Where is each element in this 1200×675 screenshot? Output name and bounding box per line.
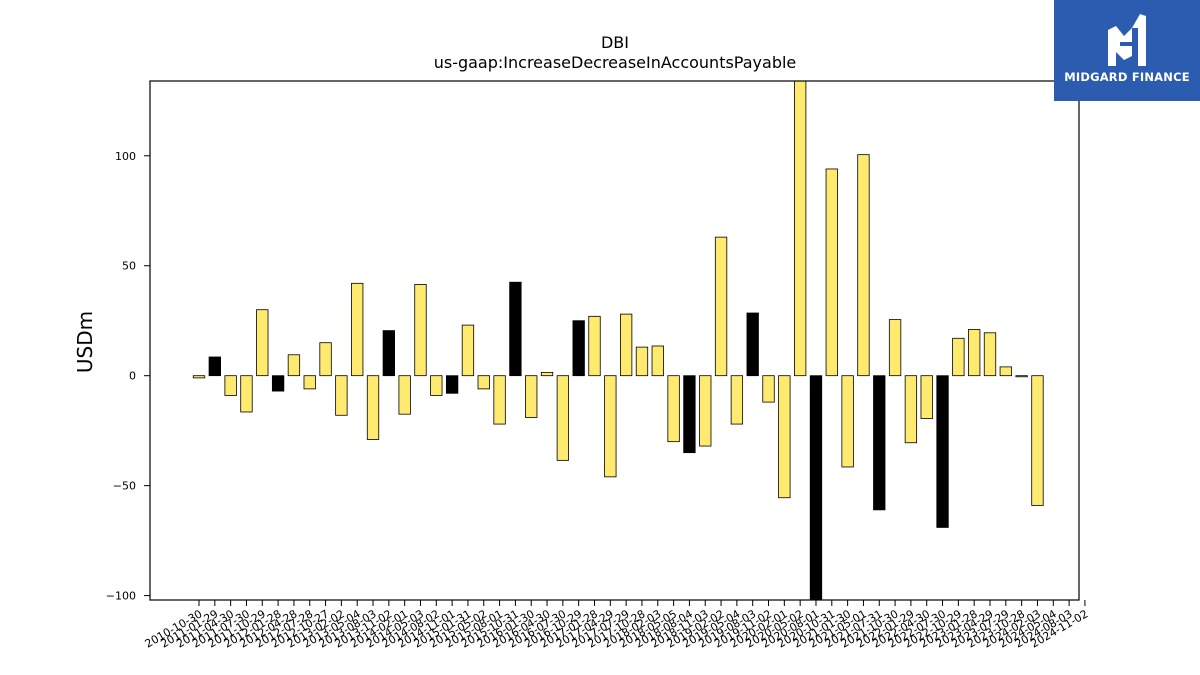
bar [414,284,427,377]
bar [351,282,364,377]
bar [572,320,585,377]
bar [841,375,854,468]
bar [287,354,301,377]
chart-title: DBI [601,33,629,52]
bar [366,375,380,440]
bar [445,375,459,394]
bar [651,345,664,377]
bar [952,337,965,377]
logo-text: MIDGARD FINANCE [1064,70,1190,84]
plot-frame [149,80,1080,601]
bar [1031,375,1044,506]
bar [746,312,759,377]
bar [968,329,981,377]
bar [588,315,601,377]
bar [461,324,475,377]
bar [778,375,791,499]
bar [1015,375,1028,378]
bar [983,332,997,377]
bar [398,375,411,415]
bar [809,375,823,601]
y-tick-label: −50 [113,480,136,493]
y-tick-label: 0 [129,370,136,383]
bar [493,375,506,425]
bar [888,319,902,377]
bar [556,375,570,461]
bar [714,236,728,377]
bar [224,375,237,396]
bar [335,375,348,416]
bar [904,375,918,444]
bar [509,281,522,377]
bar [256,309,269,377]
bar [430,375,443,396]
bar [525,375,538,418]
y-tick-label: 100 [115,150,136,163]
bar [936,375,949,528]
x-axis-ticks: 2010-10-302011-01-292011-04-302011-07-30… [143,600,1090,651]
y-tick-label: −100 [106,590,136,603]
bar [303,375,316,390]
bar [794,80,807,377]
bar [271,375,285,392]
bar [730,375,744,425]
bar [857,154,870,377]
midgard-finance-logo: MIDGARD FINANCE [1054,0,1200,101]
bar [240,375,253,413]
bar [999,366,1012,377]
bar [762,375,775,403]
y-axis-label: USDm [73,311,97,373]
bar [825,168,838,377]
chart-subtitle: us-gaap:IncreaseDecreaseInAccountsPayabl… [434,53,797,72]
bar [319,342,332,377]
bars-group [192,80,1044,601]
bar [382,330,395,377]
y-axis-ticks: −100 −50 0 50 100 [106,150,150,603]
bar [699,375,712,447]
bar [683,375,696,454]
bar [604,375,617,478]
bar [192,375,206,379]
bar [635,346,649,377]
bar [477,375,490,390]
bar [667,375,680,443]
bar [208,356,221,377]
bar [540,371,554,377]
y-tick-label: 50 [122,260,136,273]
bar [920,375,933,419]
midgard-logo-icon [1108,14,1146,66]
bar [619,313,633,377]
bar [873,375,886,511]
